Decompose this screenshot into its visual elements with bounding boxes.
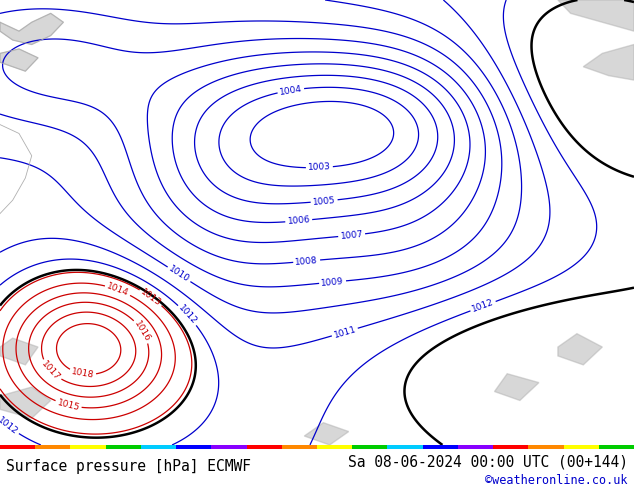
Bar [247, 445, 281, 448]
Text: 1006: 1006 [287, 215, 311, 226]
Bar [528, 445, 564, 448]
Bar [141, 445, 176, 448]
Bar [317, 445, 353, 448]
Text: 1012: 1012 [471, 298, 495, 315]
Text: 1015: 1015 [56, 398, 81, 412]
Text: 1014: 1014 [105, 282, 130, 298]
Text: 1017: 1017 [40, 359, 62, 382]
Bar [598, 445, 634, 448]
Polygon shape [0, 387, 51, 418]
Polygon shape [0, 13, 63, 45]
Text: 1009: 1009 [321, 276, 344, 288]
Bar [493, 445, 528, 448]
Text: 1004: 1004 [279, 84, 303, 97]
Text: 1013: 1013 [139, 287, 163, 308]
Bar [564, 445, 598, 448]
Polygon shape [583, 45, 634, 80]
Text: Surface pressure [hPa] ECMWF: Surface pressure [hPa] ECMWF [6, 459, 251, 474]
Text: ©weatheronline.co.uk: ©weatheronline.co.uk [485, 473, 628, 487]
Bar [36, 445, 70, 448]
Polygon shape [304, 423, 349, 445]
Bar [353, 445, 387, 448]
Text: 1012: 1012 [176, 304, 198, 327]
Text: Sa 08-06-2024 00:00 UTC (00+144): Sa 08-06-2024 00:00 UTC (00+144) [347, 455, 628, 469]
Text: 1016: 1016 [133, 319, 152, 343]
Text: 1008: 1008 [295, 256, 318, 267]
Text: 1007: 1007 [340, 230, 363, 241]
Text: 1011: 1011 [332, 324, 357, 340]
Bar [0, 445, 36, 448]
Bar [211, 445, 247, 448]
Polygon shape [0, 49, 38, 71]
Text: 1005: 1005 [313, 196, 336, 207]
Polygon shape [495, 374, 539, 400]
Bar [387, 445, 423, 448]
Bar [176, 445, 211, 448]
Text: 1012: 1012 [0, 415, 20, 437]
Polygon shape [558, 334, 602, 365]
Bar [70, 445, 106, 448]
Bar [423, 445, 458, 448]
Bar [106, 445, 141, 448]
Bar [281, 445, 317, 448]
Text: 1010: 1010 [167, 264, 191, 284]
Polygon shape [0, 338, 38, 365]
Text: 1003: 1003 [307, 163, 331, 172]
Text: 1018: 1018 [70, 368, 94, 380]
Bar [458, 445, 493, 448]
Polygon shape [558, 0, 634, 31]
